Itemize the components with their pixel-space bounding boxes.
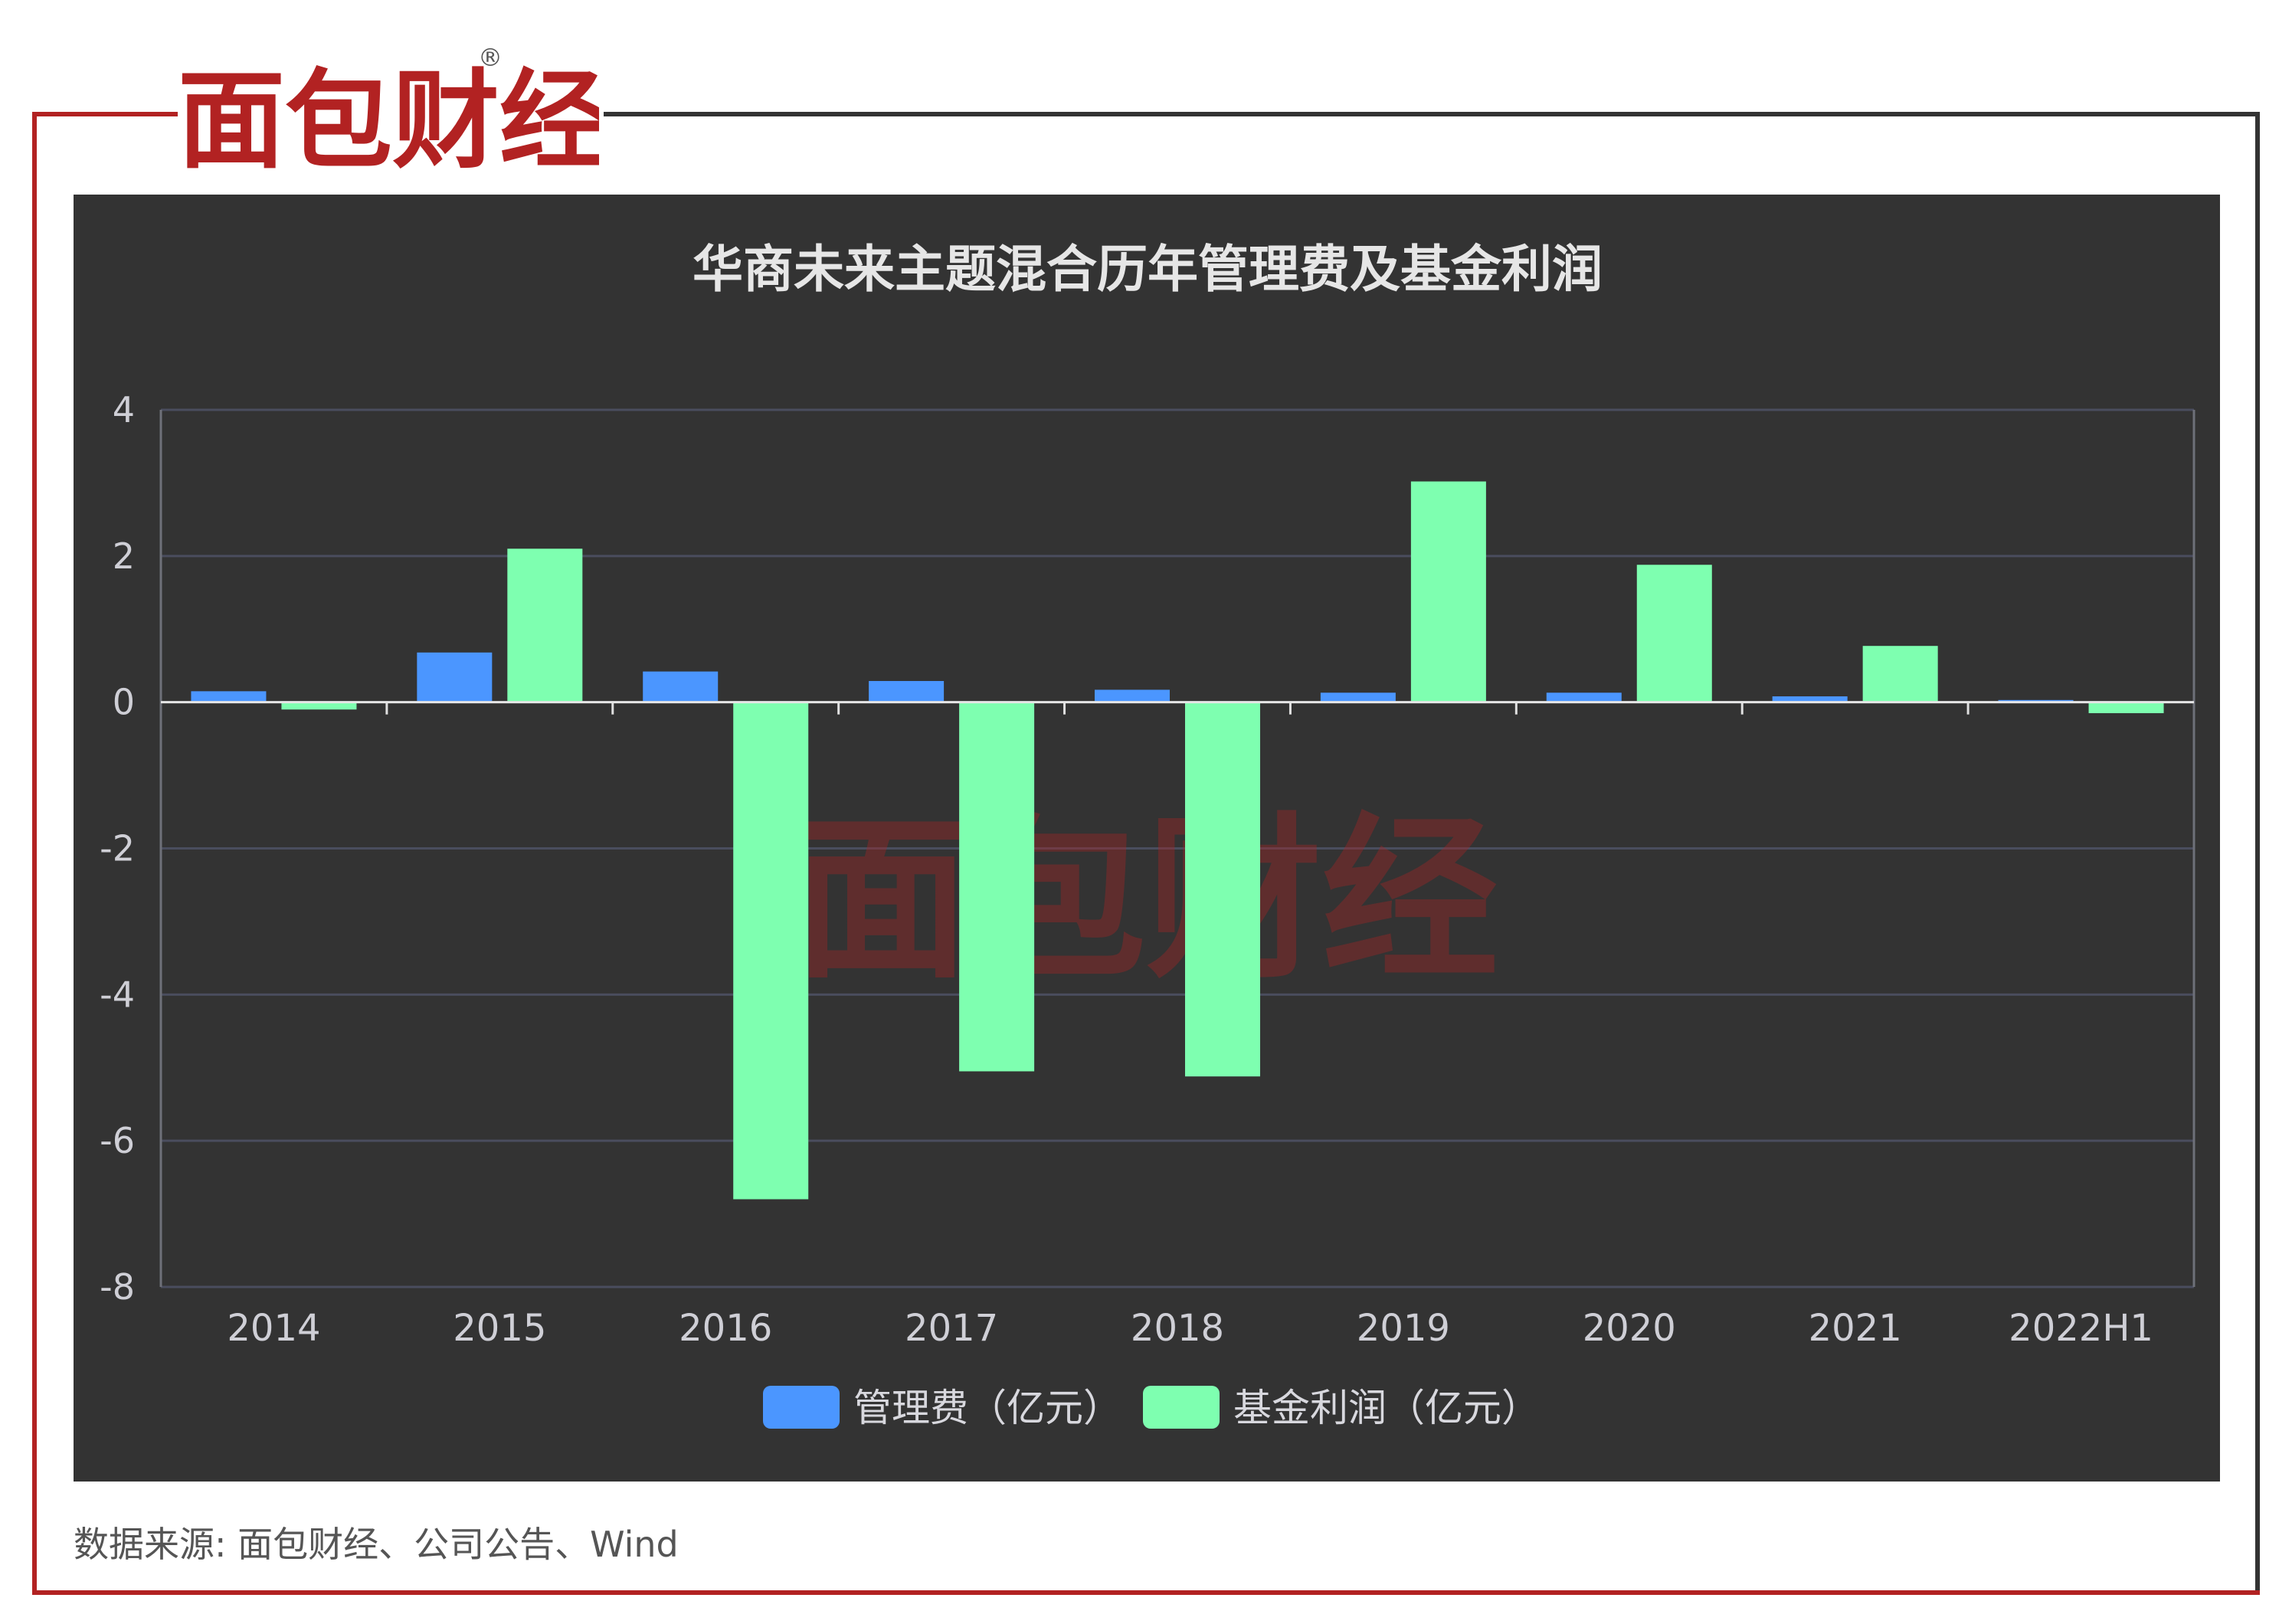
x-tick-label: 2017: [905, 1307, 998, 1350]
y-tick-label: -2: [100, 828, 135, 869]
bar-profit-2022H1: [2088, 702, 2164, 713]
y-tick-label: -6: [100, 1120, 135, 1161]
axis-layer: 4 2 0 -2 -4 -6 -8 2014 2015 2016 2017 2018 2019 2020 2…: [100, 389, 2195, 1350]
brand-logo-text: 面包财经: [178, 59, 599, 175]
source-note: 数据来源: 面包财经、公司公告、Wind: [74, 1524, 679, 1565]
chart: 华商未来主题混合历年管理费及基金利润 面包财经 4 2 0 -2 -4 -6 -8 2014 2…: [100, 240, 2195, 1430]
x-tick-label: 2016: [679, 1307, 772, 1350]
legend-swatch-mgmt-fee[interactable]: [763, 1386, 840, 1429]
bars-layer: [191, 481, 2164, 1200]
bar-mgmt-fee-2017: [869, 680, 945, 702]
bar-mgmt-fee-2015: [417, 652, 493, 702]
chart-panel: 华商未来主题混合历年管理费及基金利润 面包财经 4 2 0 -2 -4 -6 -8 2014 2…: [74, 195, 2220, 1482]
x-tick-label: 2021: [1809, 1307, 1902, 1350]
bar-profit-2017: [959, 702, 1035, 1072]
x-tick-label: 2018: [1131, 1307, 1224, 1350]
brand-logo: 面包财经 ®: [178, 43, 599, 175]
y-tick-label: -8: [100, 1266, 135, 1308]
y-tick-label: 0: [113, 682, 135, 723]
legend: 管理费（亿元） 基金利润（亿元）: [763, 1386, 1540, 1430]
y-tick-label: 2: [113, 535, 135, 577]
x-tick-label: 2015: [453, 1307, 546, 1350]
bar-profit-2018: [1185, 702, 1260, 1077]
frame-line-left: [32, 112, 37, 1595]
bar-mgmt-fee-2020: [1546, 692, 1622, 702]
bar-mgmt-fee-2014: [191, 691, 267, 702]
bar-profit-2020: [1636, 565, 1712, 702]
bar-mgmt-fee-2016: [643, 671, 719, 702]
legend-swatch-profit[interactable]: [1143, 1386, 1220, 1429]
frame-line-top-left: [32, 112, 178, 116]
frame-line-right: [2255, 112, 2260, 1595]
legend-label-mgmt-fee[interactable]: 管理费（亿元）: [853, 1386, 1121, 1430]
frame-line-bottom: [32, 1590, 2260, 1595]
x-tick-label: 2020: [1583, 1307, 1676, 1350]
bar-mgmt-fee-2021: [1772, 696, 1848, 702]
legend-label-profit[interactable]: 基金利润（亿元）: [1233, 1386, 1540, 1430]
y-tick-label: -4: [100, 974, 135, 1015]
watermark: 面包财经: [794, 798, 1498, 1003]
chart-title: 华商未来主题混合历年管理费及基金利润: [693, 240, 1603, 299]
bar-profit-2015: [507, 548, 583, 702]
x-tick-label: 2014: [227, 1307, 320, 1350]
bar-profit-2019: [1410, 481, 1486, 702]
bar-mgmt-fee-2018: [1095, 689, 1170, 702]
bar-profit-2016: [733, 702, 809, 1200]
bar-mgmt-fee-2019: [1320, 692, 1396, 702]
x-tick-label: 2022H1: [2009, 1307, 2153, 1350]
x-tick-label: 2019: [1357, 1307, 1450, 1350]
watermark-text: 面包财经: [794, 798, 1498, 1003]
frame-line-top-right: [604, 112, 2260, 116]
y-tick-label: 4: [113, 389, 135, 431]
bar-profit-2014: [281, 702, 357, 710]
bar-profit-2021: [1862, 646, 1938, 702]
brand-registered-mark: ®: [478, 43, 503, 72]
